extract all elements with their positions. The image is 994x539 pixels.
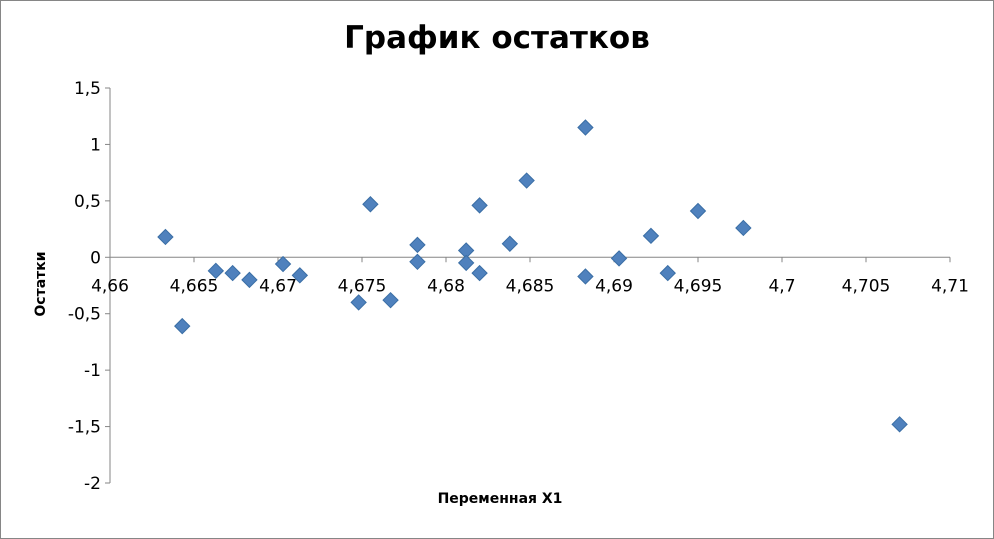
data-point <box>471 264 488 282</box>
data-point <box>610 250 628 267</box>
data-point <box>382 291 399 309</box>
x-tick-labels: 4,66 4,665 4,67 4,675 4,68 4,685 4,69 4,695 4,7 4… <box>91 276 969 296</box>
data-point <box>457 254 475 272</box>
y-tick-label: 1 <box>90 135 101 155</box>
y-tick-label: -0,5 <box>68 305 101 325</box>
data-point <box>174 317 191 335</box>
y-tick-label: 0 <box>90 248 101 268</box>
x-tick-label: 4,68 <box>427 276 465 296</box>
x-tick-label: 4,66 <box>91 276 129 296</box>
x-tick-label: 4,71 <box>931 276 969 296</box>
data-point <box>274 255 292 273</box>
data-point <box>471 197 488 214</box>
data-point <box>241 271 258 289</box>
data-point <box>224 264 241 282</box>
data-point <box>642 227 660 245</box>
data-point <box>577 268 594 285</box>
data-point <box>735 219 752 237</box>
data-point <box>350 294 367 311</box>
data-point <box>409 253 426 271</box>
x-tick-label: 4,69 <box>595 276 633 296</box>
data-point <box>518 172 535 189</box>
x-axis-title: Переменная X1 <box>437 491 563 507</box>
x-tick-label: 4,665 <box>170 276 219 296</box>
data-point <box>577 119 594 136</box>
axes <box>105 87 951 484</box>
data-point <box>362 196 379 213</box>
x-tick-label: 4,7 <box>768 276 795 296</box>
x-tick-label: 4,705 <box>842 276 891 296</box>
x-tick-label: 4,685 <box>506 276 555 296</box>
data-point <box>891 416 908 433</box>
data-point <box>659 264 676 282</box>
y-tick-label: 0,5 <box>74 192 101 212</box>
data-points <box>157 119 908 433</box>
x-tick-label: 4,695 <box>674 276 723 296</box>
y-tick-labels: 1,5 1 0,5 0 -0,5 -1 -1,5 -2 <box>68 79 101 494</box>
y-tick-label: 1,5 <box>74 79 101 99</box>
x-tick-label: 4,675 <box>338 276 387 296</box>
y-tick-label: -2 <box>84 474 101 494</box>
data-point <box>157 228 174 246</box>
chart-title: График остатков <box>344 20 650 56</box>
data-point <box>689 202 707 220</box>
data-point <box>409 236 426 254</box>
data-point <box>501 235 519 252</box>
y-tick-label: -1 <box>84 361 101 381</box>
data-point <box>207 262 225 280</box>
y-tick-label: -1,5 <box>68 418 101 438</box>
x-tick-label: 4,67 <box>259 276 297 296</box>
data-point <box>291 267 309 284</box>
